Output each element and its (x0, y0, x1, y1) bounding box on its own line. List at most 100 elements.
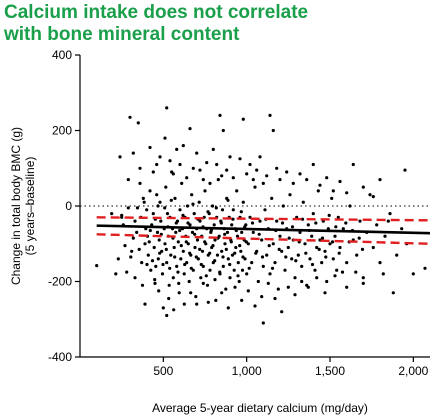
data-point (120, 215, 124, 219)
data-point (247, 266, 251, 270)
data-point (381, 272, 385, 276)
data-point (330, 240, 335, 244)
data-point (378, 178, 382, 182)
data-point (181, 249, 185, 253)
data-point (126, 178, 130, 182)
data-point (336, 215, 340, 219)
data-point (163, 136, 167, 140)
data-point (163, 242, 167, 246)
data-point (186, 242, 190, 246)
data-point (371, 245, 375, 250)
data-point (198, 168, 202, 172)
data-point (358, 219, 362, 223)
chart-title-line-2: with bone mineral content (4, 24, 240, 45)
data-point (335, 268, 339, 272)
data-point (211, 244, 215, 248)
data-point (185, 204, 190, 208)
data-point (213, 238, 217, 242)
data-point (246, 242, 250, 246)
data-point (176, 270, 180, 274)
data-point (195, 302, 199, 306)
data-point (155, 193, 159, 197)
data-point (209, 228, 213, 233)
data-point (153, 281, 157, 285)
data-point (214, 298, 218, 302)
data-point (261, 181, 265, 185)
data-point (228, 276, 232, 280)
data-point (273, 261, 277, 265)
data-point (179, 244, 183, 248)
data-point (154, 264, 158, 268)
data-point (313, 268, 317, 272)
data-point (193, 232, 197, 236)
data-point (165, 212, 170, 216)
data-point (172, 245, 176, 250)
data-point (165, 106, 169, 110)
data-point (253, 304, 257, 308)
data-point (288, 193, 292, 197)
data-point (283, 268, 287, 272)
data-point (238, 244, 242, 248)
data-point (235, 234, 240, 238)
data-point (204, 274, 208, 278)
data-point (236, 274, 240, 278)
data-point (368, 193, 372, 197)
data-point (156, 204, 160, 208)
data-point (138, 166, 142, 170)
data-point (234, 245, 238, 250)
data-point (316, 189, 320, 193)
data-point (231, 176, 235, 180)
y-tick-label: 400 (52, 48, 72, 62)
data-point (305, 178, 309, 182)
data-point (423, 266, 427, 270)
data-point (345, 261, 349, 265)
data-point (285, 170, 289, 174)
x-axis-label: Average 5-year dietary calcium (mg/day) (152, 401, 368, 415)
data-point (284, 255, 288, 259)
data-point (260, 255, 265, 259)
data-point (333, 274, 337, 278)
data-point (287, 236, 291, 240)
data-point (199, 262, 203, 267)
data-point (149, 268, 153, 272)
data-point (173, 255, 177, 259)
data-point (221, 255, 225, 259)
data-point (182, 272, 186, 276)
data-point (338, 179, 342, 184)
data-point (143, 302, 147, 306)
data-point (208, 181, 212, 185)
data-point (181, 213, 185, 217)
data-point (325, 176, 329, 180)
data-point (303, 242, 307, 246)
data-point (185, 261, 189, 265)
data-point (245, 272, 249, 276)
data-point (195, 238, 200, 242)
data-point (278, 178, 282, 182)
data-point (159, 219, 163, 223)
data-point (345, 285, 349, 289)
data-point (271, 128, 275, 133)
x-tick-label: 1,500 (315, 364, 345, 378)
data-point (293, 293, 297, 297)
data-point (291, 181, 295, 185)
data-point (323, 249, 327, 253)
data-point (133, 276, 137, 280)
data-point (184, 240, 188, 244)
data-point (201, 178, 205, 182)
data-point (266, 281, 270, 285)
data-point (388, 212, 392, 216)
data-point (240, 230, 244, 234)
data-point (167, 283, 171, 287)
y-tick-label: -400 (48, 350, 72, 364)
data-point (160, 249, 164, 253)
data-point (195, 151, 199, 155)
data-point (223, 232, 227, 236)
data-point (155, 162, 159, 167)
data-point (148, 189, 152, 193)
data-point (147, 240, 151, 244)
data-point (210, 204, 215, 208)
data-point (151, 170, 155, 174)
data-point (226, 306, 230, 310)
data-point (228, 155, 232, 159)
